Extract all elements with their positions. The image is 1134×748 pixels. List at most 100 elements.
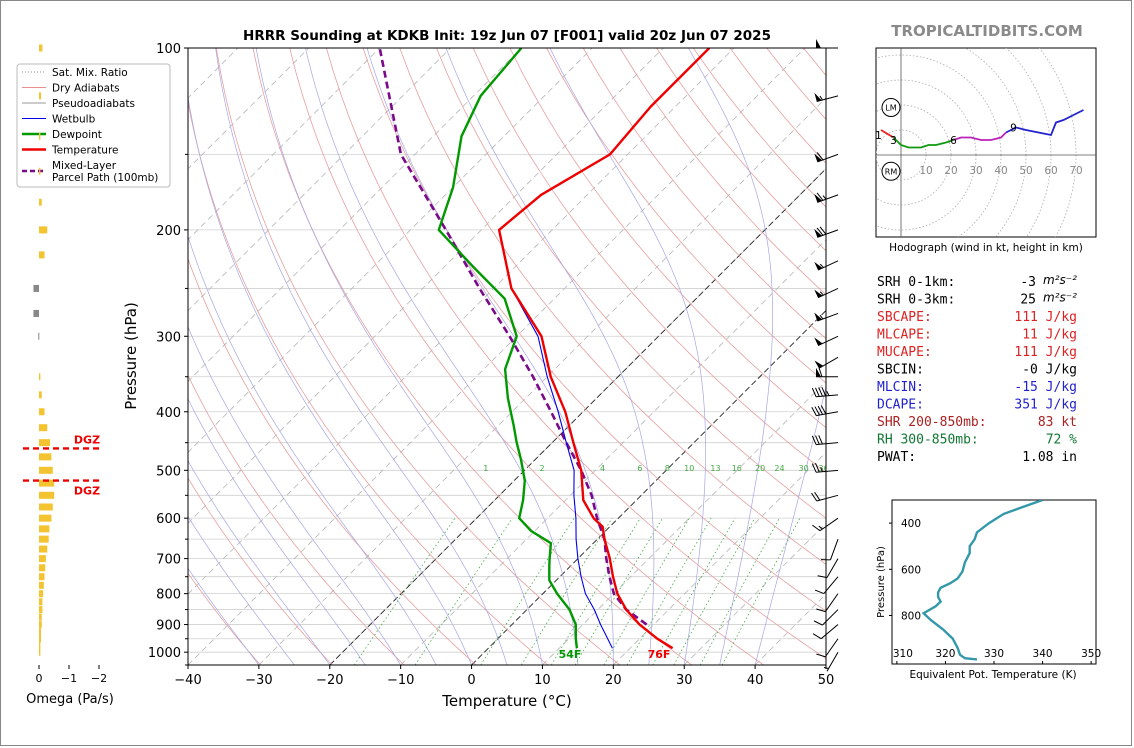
hodograph-ring-label: 50 [1019, 165, 1032, 177]
stat-label: SHR 200-850mb: [877, 415, 987, 430]
pseudoadiabat [305, 48, 579, 665]
barb-staff [816, 494, 839, 502]
wind-barb [817, 558, 839, 579]
barb-staff [824, 638, 839, 658]
stat-value: 351 J/kg [1014, 398, 1077, 413]
omega-bar [39, 479, 55, 487]
stat-label: DCAPE: [877, 398, 924, 413]
dgz-label: DGZ [74, 485, 100, 498]
barb-flag [816, 367, 821, 377]
skew-y-axis-label: Pressure (hPa) [122, 302, 140, 410]
theta-e-x-tick-label: 340 [1033, 648, 1053, 660]
barb-staff [824, 593, 839, 612]
legend-label: Mixed-Layer [52, 160, 117, 172]
stat-value: 111 J/kg [1014, 310, 1077, 325]
y-tick-label: 600 [156, 512, 181, 527]
barb-full [815, 387, 820, 397]
chart-title: HRRR Sounding at KDKB Init: 19z Jun 07 [… [243, 28, 771, 44]
hodograph-trace [953, 131, 1007, 141]
legend-label: Temperature [51, 145, 119, 157]
isotherm [258, 97, 826, 665]
hodograph-ring-label: 30 [969, 165, 982, 177]
stat-label: SBCIN: [877, 363, 924, 378]
omega-bar [39, 628, 42, 636]
y-tick-label: 800 [156, 588, 181, 603]
y-tick-label: 500 [156, 464, 181, 479]
barb-full [811, 492, 818, 502]
wind-barb [814, 312, 839, 322]
mixing-ratio-line [521, 517, 613, 665]
omega-bar [39, 132, 41, 140]
wind-barb [814, 335, 839, 347]
barb-flag [814, 337, 823, 346]
x-tick-label: 50 [818, 673, 835, 688]
mixing-ratio-line [626, 517, 712, 665]
hodograph-trace [880, 129, 894, 139]
y-tick-label: 300 [156, 330, 181, 345]
stat-label: SRH 0-1km: [877, 275, 955, 290]
storm-motion-label: LM [885, 104, 896, 113]
isotherm [471, 309, 826, 665]
y-tick-label: 200 [156, 224, 181, 239]
x-tick-label: −40 [174, 673, 201, 688]
x-tick-label: −20 [316, 673, 343, 688]
wind-barb [811, 463, 839, 473]
legend: Sat. Mix. Ratio Dry Adiabats Pseudoadiabat… [16, 63, 171, 188]
omega-bar [39, 453, 52, 461]
pseudoadiabat [549, 48, 706, 665]
barb-staff [817, 287, 839, 299]
barb-full [815, 463, 820, 473]
mixing-ratio-label: 10 [684, 464, 694, 473]
legend-label: Pseudoadiabats [52, 98, 135, 110]
stat-unit: m²s⁻² [1043, 291, 1077, 305]
barb-flag [814, 261, 823, 271]
omega-bar [39, 545, 48, 553]
hodograph-trace [892, 136, 954, 149]
pseudoadiabat [366, 48, 614, 665]
barb-half [818, 525, 823, 530]
legend-label: Dry Adiabats [52, 83, 120, 95]
dry-adiabat [509, 48, 826, 429]
barb-flag [814, 312, 823, 321]
wind-barb [823, 651, 839, 672]
theta-e-x-tick-label: 310 [893, 648, 913, 660]
omega-bar [39, 606, 43, 614]
hodograph-ring-label: 40 [994, 165, 1007, 177]
wind-barbs [811, 39, 839, 672]
isotherm [188, 48, 735, 595]
barb-full [817, 405, 824, 415]
dry-adiabat [472, 48, 826, 474]
barb-staff [816, 394, 839, 398]
dry-adiabat [399, 48, 826, 565]
omega-tick-label: 0 [36, 672, 43, 685]
mixing-ratio-line [353, 517, 456, 665]
isotherm [613, 451, 826, 665]
isotherm [542, 380, 826, 665]
height-label: 9 [1010, 123, 1017, 135]
barb-staff [820, 624, 839, 640]
omega-bar [39, 555, 46, 563]
theta-e-y-tick-label: 400 [901, 518, 921, 530]
wind-barb [814, 287, 839, 299]
dry-adiabat [188, 572, 261, 665]
isotherm [400, 239, 826, 665]
pseudoadiabat [754, 385, 826, 665]
omega-bar [39, 581, 44, 589]
pseudoadiabat [188, 460, 331, 665]
omega-bar [39, 92, 42, 100]
barb-half [826, 391, 830, 396]
barb-half [819, 291, 824, 296]
wind-barb [820, 538, 839, 561]
barb-full [818, 367, 823, 377]
y-tick-label: 900 [156, 619, 181, 634]
hodograph-ring-label: 10 [919, 165, 932, 177]
dry-adiabat [436, 48, 826, 519]
storm-motion-label: RM [885, 167, 898, 176]
omega-bar [39, 648, 41, 656]
omega-x-axis-label: Omega (Pa/s) [26, 692, 114, 707]
barb-staff [817, 153, 839, 163]
wind-barb [813, 609, 839, 626]
omega-panel: 0 −1 −2 DGZ DGZ [23, 44, 107, 685]
omega-bar [39, 251, 45, 259]
stat-value: 25 [1020, 293, 1036, 308]
